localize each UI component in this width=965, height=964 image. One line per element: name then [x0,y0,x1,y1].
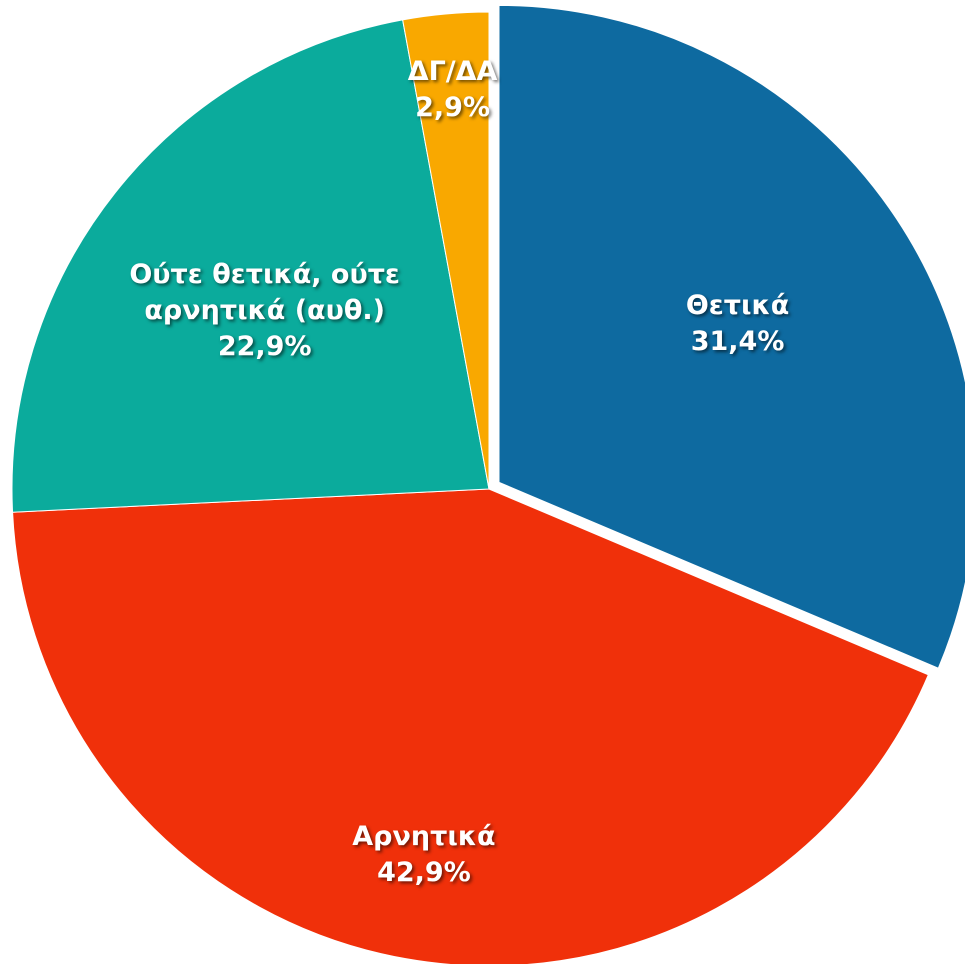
value-label: 42,9% [377,857,471,889]
category-label: Θετικά [685,290,790,322]
value-label: 2,9% [415,91,491,123]
category-label: Αρνητικά [352,821,496,853]
value-label: 31,4% [690,326,785,358]
value-label: 22,9% [217,331,312,363]
slice-label: ΔΓ/ΔΑ 2,9% [323,54,583,126]
category-label: Ούτε θετικά, ούτε αρνητικά (αυθ.) [129,259,400,327]
pie-slice [498,4,965,669]
category-label: ΔΓ/ΔΑ [407,55,498,87]
pie-slice [402,11,490,490]
slice-label: Θετικά 31,4% [608,288,868,360]
slice-label: Ούτε θετικά, ούτε αρνητικά (αυθ.) 22,9% [95,257,435,365]
pie-slice [12,488,929,964]
pie-slice [11,19,490,513]
slice-label: Αρνητικά 42,9% [294,819,554,891]
